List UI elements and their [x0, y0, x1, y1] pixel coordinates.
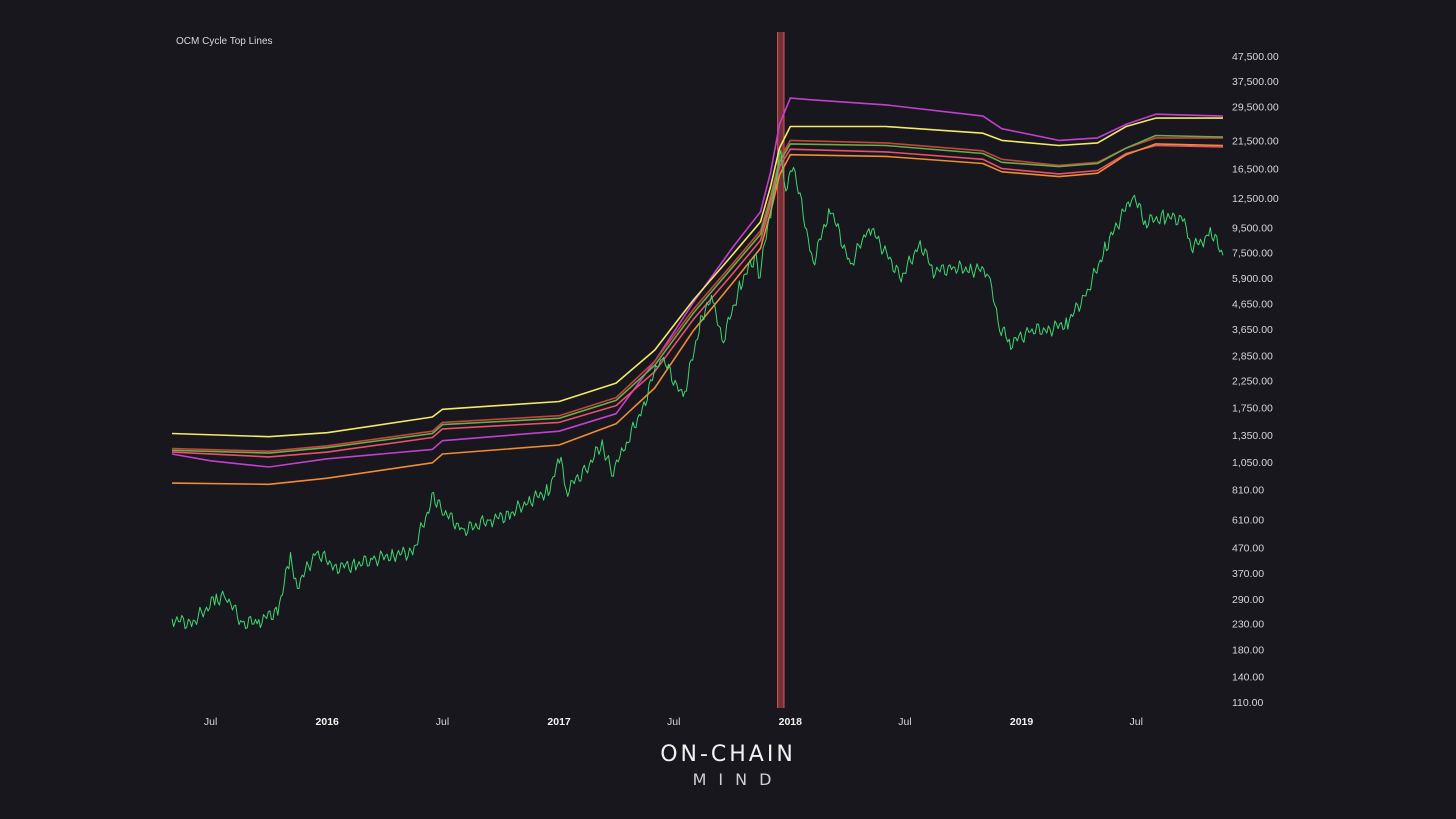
highlight-band — [777, 32, 784, 708]
y-tick-label: 37,500.00 — [1232, 76, 1279, 88]
x-tick-label: Jul — [667, 716, 680, 728]
y-tick-label: 1,050.00 — [1232, 457, 1273, 469]
x-tick-label: 2019 — [1010, 716, 1034, 728]
y-tick-label: 810.00 — [1232, 484, 1264, 496]
top-line-series-3 — [171, 137, 1223, 453]
y-tick-label: 370.00 — [1232, 568, 1264, 580]
y-tick-label: 4,650.00 — [1232, 298, 1273, 310]
y-tick-label: 2,250.00 — [1232, 376, 1273, 388]
y-tick-label: 5,900.00 — [1232, 273, 1273, 285]
top-line-series-5 — [171, 144, 1224, 458]
brand-logo-line1: ON-CHAIN — [660, 742, 796, 767]
x-tick-label: 2017 — [547, 716, 571, 728]
y-tick-label: 180.00 — [1232, 645, 1264, 657]
x-tick-label: Jul — [898, 716, 911, 728]
y-tick-label: 9,500.00 — [1232, 222, 1273, 234]
y-tick-label: 140.00 — [1232, 671, 1264, 683]
x-tick-label: Jul — [436, 716, 449, 728]
x-tick-label: Jul — [204, 716, 217, 728]
y-tick-label: 1,350.00 — [1232, 430, 1273, 442]
y-tick-label: 16,500.00 — [1232, 164, 1279, 176]
x-tick-label: 2018 — [779, 716, 803, 728]
y-tick-label: 110.00 — [1232, 697, 1263, 709]
top-line-series-2 — [171, 117, 1223, 438]
y-tick-label: 230.00 — [1232, 618, 1264, 630]
y-tick-label: 12,500.00 — [1232, 193, 1279, 205]
y-tick-label: 7,500.00 — [1232, 248, 1273, 260]
top-line-series-1 — [171, 97, 1224, 468]
x-tick-label: 2016 — [316, 716, 340, 728]
y-tick-label: 470.00 — [1232, 542, 1264, 554]
price-series-line — [171, 149, 1224, 630]
top-line-series-4 — [171, 134, 1224, 454]
y-tick-label: 21,500.00 — [1232, 135, 1279, 147]
y-tick-label: 290.00 — [1232, 594, 1264, 606]
brand-logo-line2: MIND — [692, 770, 784, 789]
y-tick-label: 2,850.00 — [1232, 351, 1273, 363]
y-tick-label: 47,500.00 — [1232, 51, 1279, 63]
x-tick-label: Jul — [1129, 716, 1142, 728]
y-tick-label: 610.00 — [1232, 515, 1264, 527]
y-tick-label: 29,500.00 — [1232, 102, 1279, 114]
top-line-series-6 — [171, 143, 1224, 486]
chart-title: OCM Cycle Top Lines — [176, 36, 273, 47]
y-tick-label: 3,650.00 — [1232, 324, 1273, 336]
y-tick-label: 1,750.00 — [1232, 402, 1273, 414]
